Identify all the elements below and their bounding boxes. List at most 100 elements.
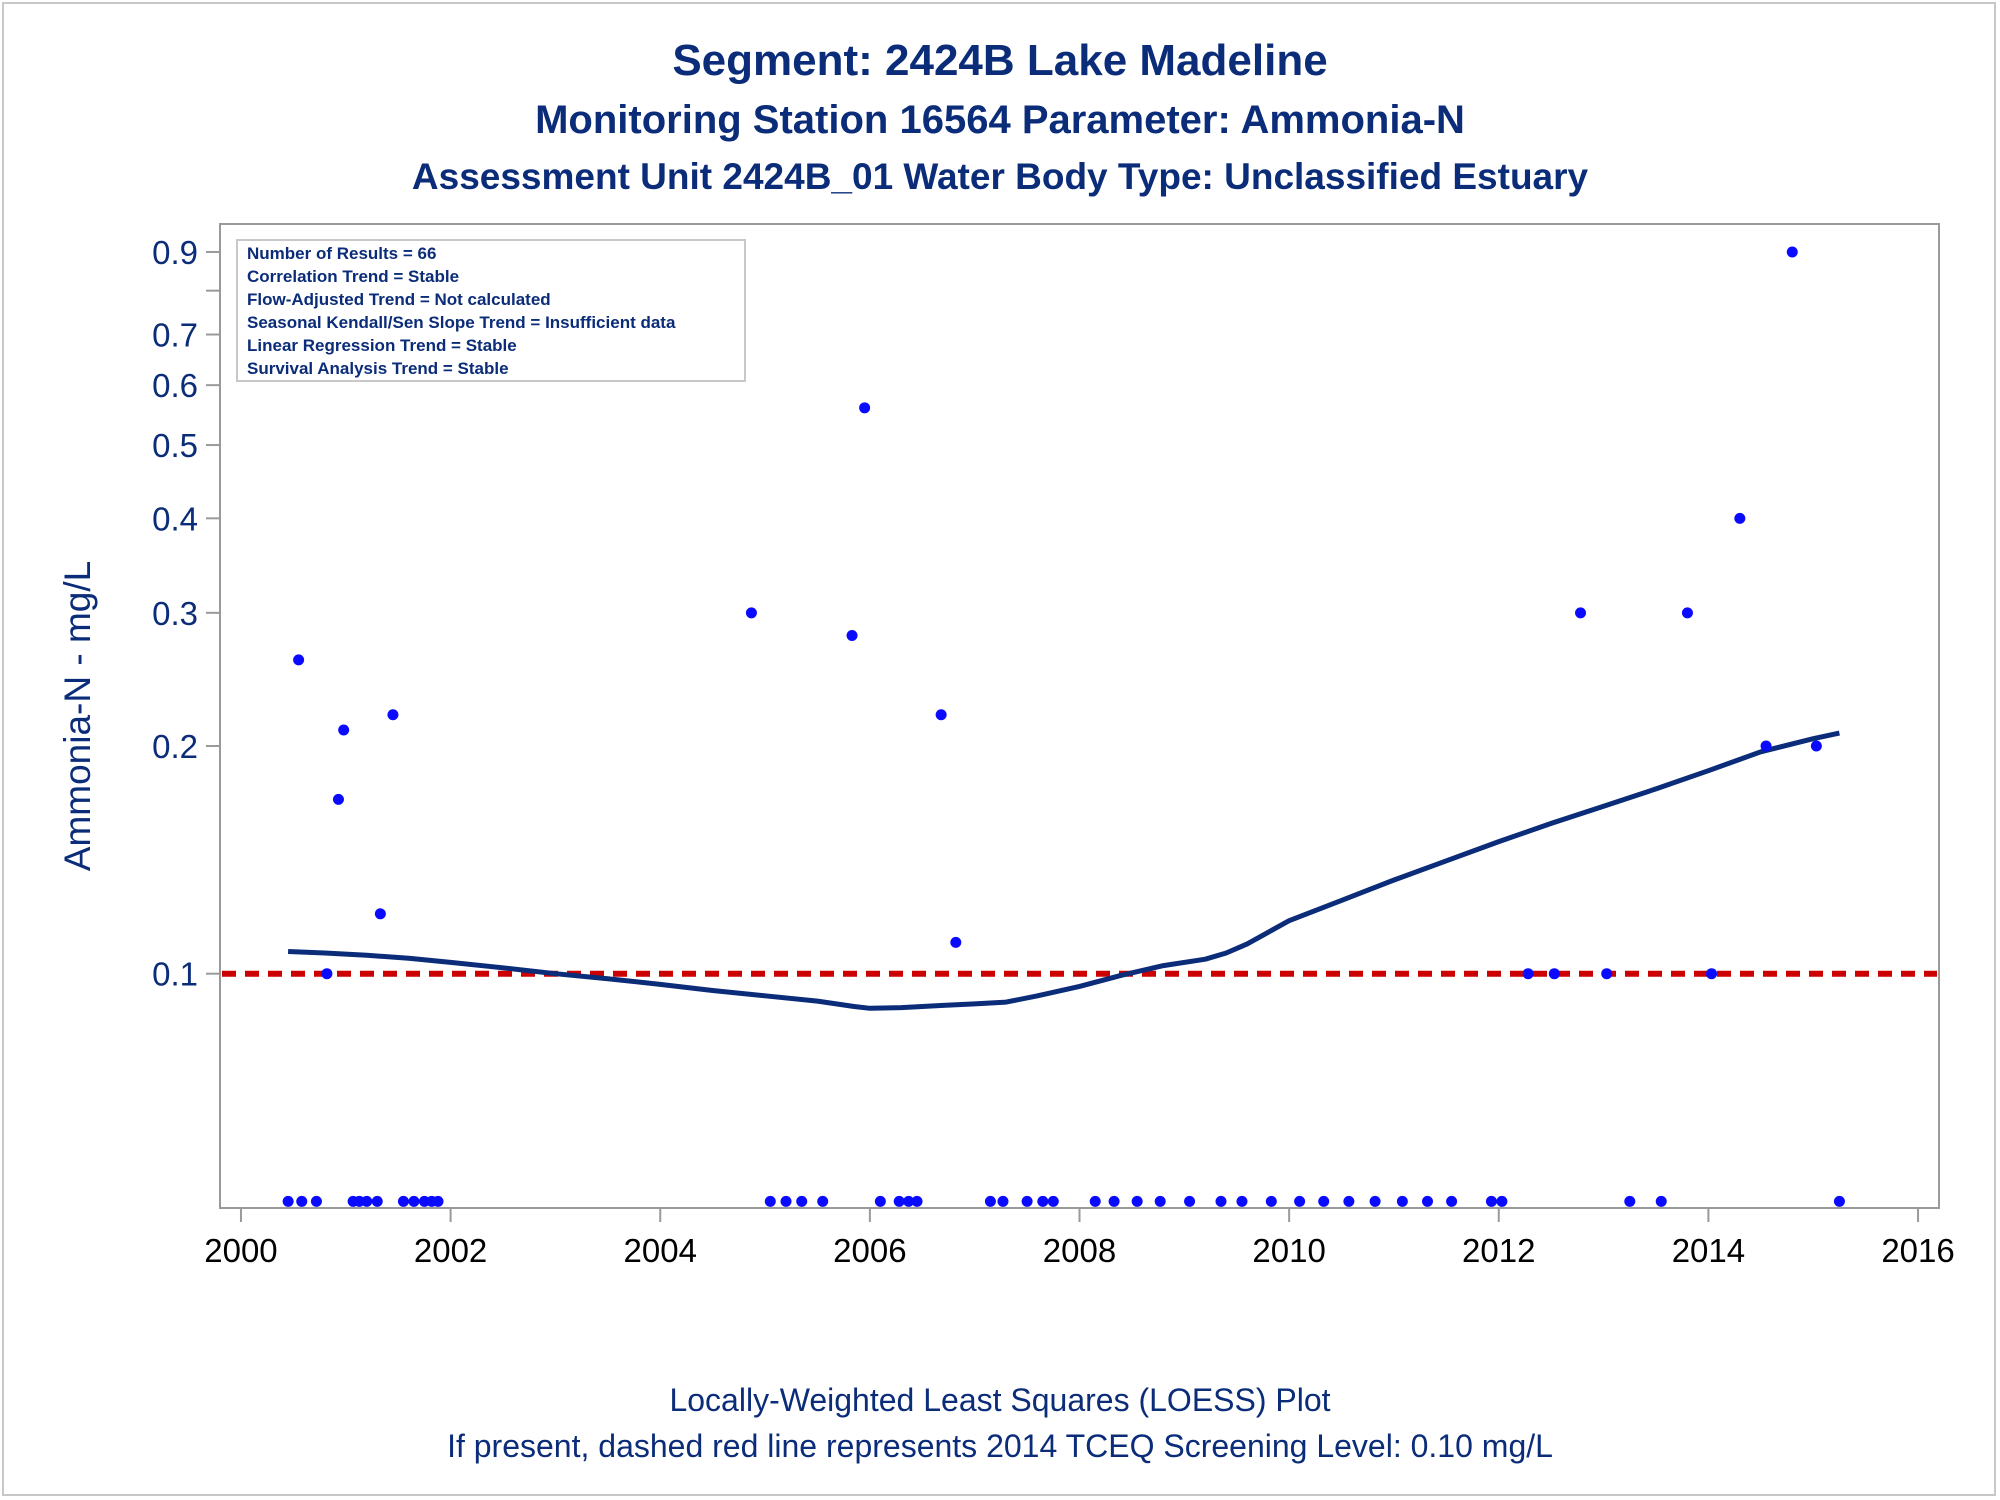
data-point <box>332 793 344 805</box>
data-point-censored <box>997 1195 1009 1207</box>
data-point-censored <box>1496 1195 1508 1207</box>
stats-line-linear-regression: Linear Regression Trend = Stable <box>247 336 517 355</box>
data-point <box>387 709 399 721</box>
stats-box-border <box>236 239 746 382</box>
data-point <box>859 402 871 414</box>
data-point <box>374 908 386 920</box>
data-point-censored <box>1108 1195 1120 1207</box>
x-tick-label: 2014 <box>1672 1232 1745 1269</box>
stats-box: Number of Results = 66 Correlation Trend… <box>236 239 746 382</box>
data-point-censored <box>1215 1195 1227 1207</box>
x-tick-label: 2006 <box>833 1232 906 1269</box>
chart-title: Segment: 2424B Lake Madeline <box>672 36 1328 85</box>
x-tick-label: 2002 <box>414 1232 487 1269</box>
data-point <box>1548 968 1560 980</box>
data-point-censored <box>817 1195 829 1207</box>
data-point-censored <box>780 1195 792 1207</box>
stats-line-correlation: Correlation Trend = Stable <box>247 267 459 286</box>
data-point <box>950 936 962 948</box>
x-tick-label: 2004 <box>624 1232 697 1269</box>
x-tick-label: 2016 <box>1881 1232 1954 1269</box>
y-tick-label: 0.4 <box>152 500 198 537</box>
data-point-censored <box>1131 1195 1143 1207</box>
stats-line-flow-adjusted: Flow-Adjusted Trend = Not calculated <box>247 290 551 309</box>
stats-line-seasonal-kendall: Seasonal Kendall/Sen Slope Trend = Insuf… <box>247 313 676 332</box>
data-point <box>1786 246 1798 258</box>
data-point-censored <box>1485 1195 1497 1207</box>
y-axis-label: Ammonia-N - mg/L <box>57 561 98 871</box>
data-point-censored <box>1154 1195 1166 1207</box>
data-point <box>338 724 350 736</box>
loess-curve <box>287 730 1840 1011</box>
footnote-loess: Locally-Weighted Least Squares (LOESS) P… <box>669 1382 1331 1418</box>
data-point-censored <box>874 1195 886 1207</box>
data-point-censored <box>893 1195 905 1207</box>
data-point-censored <box>1318 1195 1330 1207</box>
y-tick-label: 0.5 <box>152 427 198 464</box>
data-point-censored <box>1236 1195 1248 1207</box>
data-point <box>293 654 305 666</box>
stats-line-survival: Survival Analysis Trend = Stable <box>247 359 509 378</box>
data-point <box>1601 968 1613 980</box>
data-point-censored <box>764 1195 776 1207</box>
data-point <box>935 709 947 721</box>
data-point-censored <box>282 1195 294 1207</box>
y-tick-label: 0.3 <box>152 595 198 632</box>
data-point-censored <box>1047 1195 1059 1207</box>
data-point <box>1522 968 1534 980</box>
data-point-censored <box>1184 1195 1196 1207</box>
data-point-censored <box>984 1195 996 1207</box>
data-point-censored <box>397 1195 409 1207</box>
data-point <box>1681 607 1693 619</box>
data-point-censored <box>1833 1195 1845 1207</box>
y-tick-label: 0.6 <box>152 367 198 404</box>
data-point-censored <box>408 1195 420 1207</box>
data-point-censored <box>296 1195 308 1207</box>
data-point-censored <box>911 1195 923 1207</box>
x-tick-label: 2008 <box>1043 1232 1116 1269</box>
footnote-screening: If present, dashed red line represents 2… <box>447 1428 1553 1464</box>
chart-subtitle-2: Assessment Unit 2424B_01 Water Body Type… <box>411 156 1589 197</box>
data-point-censored <box>796 1195 808 1207</box>
data-point-censored <box>371 1195 383 1207</box>
data-point-censored <box>310 1195 322 1207</box>
data-point <box>846 629 858 641</box>
data-point-censored <box>1624 1195 1636 1207</box>
data-point-censored <box>1265 1195 1277 1207</box>
x-tick-label: 2000 <box>204 1232 277 1269</box>
data-point <box>1760 740 1772 752</box>
x-tick-label: 2010 <box>1252 1232 1325 1269</box>
data-points <box>282 246 1845 1207</box>
chart-subtitle: Monitoring Station 16564 Parameter: Ammo… <box>535 98 1465 142</box>
stats-line-results: Number of Results = 66 <box>247 244 436 263</box>
data-point <box>1810 740 1822 752</box>
data-point-censored <box>1089 1195 1101 1207</box>
x-axis: 2000 2002 2004 2006 2008 2010 2012 2014 2016 <box>204 1208 1955 1269</box>
x-tick-label: 2012 <box>1462 1232 1535 1269</box>
data-point <box>1734 512 1746 524</box>
data-point-censored <box>1021 1195 1033 1207</box>
data-point <box>1575 607 1587 619</box>
data-point-censored <box>1446 1195 1458 1207</box>
y-tick-label: 0.7 <box>152 317 198 354</box>
data-point <box>321 968 333 980</box>
y-tick-label: 0.2 <box>152 728 198 765</box>
data-point-censored <box>1421 1195 1433 1207</box>
data-point-censored <box>1396 1195 1408 1207</box>
data-point-censored <box>1369 1195 1381 1207</box>
data-point-censored <box>903 1195 915 1207</box>
data-point-censored <box>1343 1195 1355 1207</box>
y-axis: 0.1 0.2 0.3 0.4 0.5 0.6 0.7 0.9 <box>152 234 220 993</box>
data-point-censored <box>361 1195 373 1207</box>
y-tick-label: 0.9 <box>152 234 198 271</box>
loess-line <box>287 730 1840 1011</box>
data-point-censored <box>432 1195 444 1207</box>
data-point <box>1706 968 1718 980</box>
data-point-censored <box>1655 1195 1667 1207</box>
data-point-censored <box>1037 1195 1049 1207</box>
data-point <box>745 607 757 619</box>
y-tick-label: 0.1 <box>152 956 198 993</box>
data-point-censored <box>1294 1195 1306 1207</box>
